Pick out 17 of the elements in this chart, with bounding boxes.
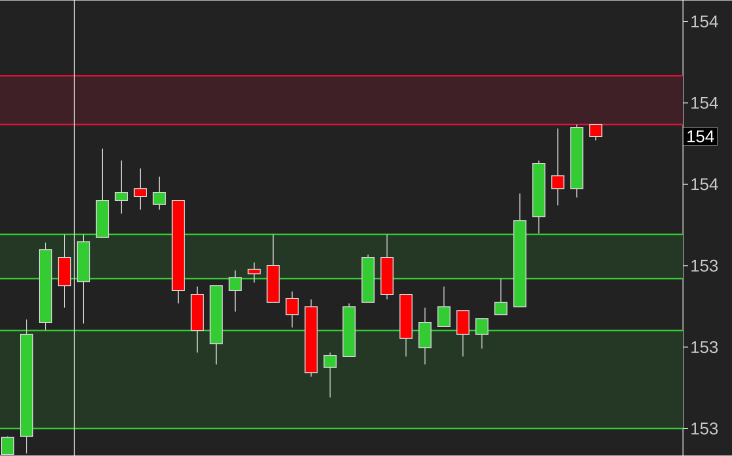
candlestick [551,128,564,206]
text: 153 [692,341,718,354]
candlestick [324,352,337,398]
candlestick [152,176,166,210]
candlestick [456,310,470,358]
candlestick [114,160,128,214]
candlestick [437,286,451,327]
text: 154 [692,16,718,28]
text: 153 [692,422,718,434]
text: 154 [692,96,718,109]
candlestick [134,168,147,210]
text: 153 [692,260,718,272]
candlestick [589,124,602,141]
text: 154 [688,130,714,142]
candlestick [248,262,261,284]
text: 154 [692,178,718,190]
candlestick [286,291,299,328]
